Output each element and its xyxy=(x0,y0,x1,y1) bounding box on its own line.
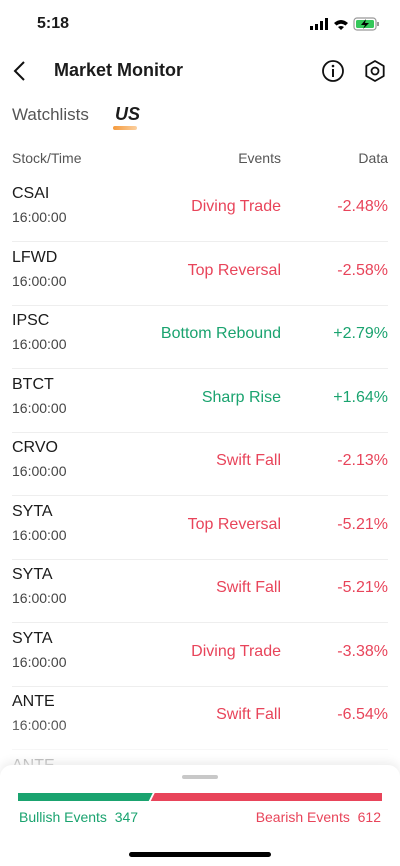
stock-symbol: SYTA xyxy=(12,502,53,520)
event-time: 16:00:00 xyxy=(12,526,67,543)
tab-active[interactable]: US xyxy=(115,104,141,124)
status-icons xyxy=(310,17,379,31)
back-button[interactable] xyxy=(10,60,30,82)
event-type: Swift Fall xyxy=(216,706,281,723)
event-type: Top Reversal xyxy=(187,261,281,279)
home-indicator xyxy=(129,852,271,857)
price-change: +1.64% xyxy=(333,388,388,406)
stock-symbol: ANTE xyxy=(12,693,55,710)
fade xyxy=(0,720,400,766)
row-divider xyxy=(12,431,388,433)
row-divider xyxy=(12,304,388,306)
bullish-summary: Bullish Events 347 xyxy=(19,809,138,825)
price-change: +2.79% xyxy=(333,325,388,342)
bearish-summary: Bearish Events 612 xyxy=(256,809,381,825)
sheet-handle[interactable] xyxy=(182,775,218,779)
event-time: 16:00:00 xyxy=(12,209,67,225)
row-divider xyxy=(12,685,388,687)
page-title: Market Monitor xyxy=(54,60,184,80)
event-time: 16:00:00 xyxy=(12,336,67,352)
summary-sheet: Bullish Events 347 Bearish Events 612 xyxy=(0,765,400,866)
stock-symbol: SYTA xyxy=(12,629,53,647)
price-change: -6.54% xyxy=(337,706,388,723)
tab[interactable]: Watchlists xyxy=(12,105,89,124)
event-row[interactable]: SYTA 16:00:00 Diving Trade -3.38% xyxy=(0,623,400,687)
row-divider xyxy=(12,495,388,496)
event-time: 16:00:00 xyxy=(12,272,67,289)
event-time: 16:00:00 xyxy=(12,590,67,606)
stock-symbol: CRVO xyxy=(12,439,58,456)
row-divider xyxy=(12,558,388,560)
event-time: 16:00:00 xyxy=(12,399,67,416)
event-row[interactable]: SYTA 16:00:00 Top Reversal -5.21% xyxy=(0,496,400,560)
event-type: Top Reversal xyxy=(187,515,281,533)
event-type: Sharp Rise xyxy=(201,388,281,406)
price-change: -5.21% xyxy=(337,579,388,596)
stock-symbol: BTCT xyxy=(12,375,54,393)
stock-symbol: LFWD xyxy=(12,248,58,266)
event-row[interactable]: CSAI 16:00:00 Diving Trade -2.48% xyxy=(0,178,400,242)
tab-indicator xyxy=(113,126,137,130)
event-type: Diving Trade xyxy=(191,198,281,215)
info-button[interactable] xyxy=(321,59,345,83)
status-time: 5:18 xyxy=(37,15,70,32)
row-divider xyxy=(12,241,388,242)
event-type: Bottom Rebound xyxy=(160,325,281,342)
price-change: -3.38% xyxy=(337,642,388,660)
event-type: Diving Trade xyxy=(191,642,281,660)
event-row[interactable]: LFWD 16:00:00 Top Reversal -2.58% xyxy=(0,242,400,306)
price-change: -2.48% xyxy=(337,198,388,215)
column-header: Data xyxy=(358,150,388,166)
ratio-segment xyxy=(150,793,382,801)
row-divider xyxy=(12,368,388,369)
ratio-bar xyxy=(18,793,382,801)
bearish-count: 612 xyxy=(357,809,381,825)
price-change: -5.21% xyxy=(337,515,388,533)
price-change: -2.58% xyxy=(337,261,388,279)
ratio-segment xyxy=(18,793,153,801)
event-row[interactable]: CRVO 16:00:00 Swift Fall -2.13% xyxy=(0,432,400,496)
stock-symbol: CSAI xyxy=(12,185,50,202)
event-type: Swift Fall xyxy=(216,452,281,469)
column-header: Events xyxy=(238,150,281,166)
event-row[interactable]: SYTA 16:00:00 Swift Fall -5.21% xyxy=(0,559,400,623)
stock-symbol: IPSC xyxy=(12,312,50,329)
stock-symbol: SYTA xyxy=(12,566,53,583)
event-type: Swift Fall xyxy=(216,579,281,596)
bullish-count: 347 xyxy=(114,809,139,825)
price-change: -2.13% xyxy=(337,452,388,469)
row-divider xyxy=(12,622,388,623)
event-row[interactable]: IPSC 16:00:00 Bottom Rebound +2.79% xyxy=(0,305,400,369)
event-time: 16:00:00 xyxy=(12,653,67,670)
bearish-label: Bearish Events xyxy=(255,809,350,825)
settings-button[interactable] xyxy=(363,59,387,83)
event-time: 16:00:00 xyxy=(12,463,67,479)
column-header: Stock/Time xyxy=(12,150,82,166)
bullish-label: Bullish Events xyxy=(19,809,107,825)
event-row[interactable]: BTCT 16:00:00 Sharp Rise +1.64% xyxy=(0,369,400,433)
